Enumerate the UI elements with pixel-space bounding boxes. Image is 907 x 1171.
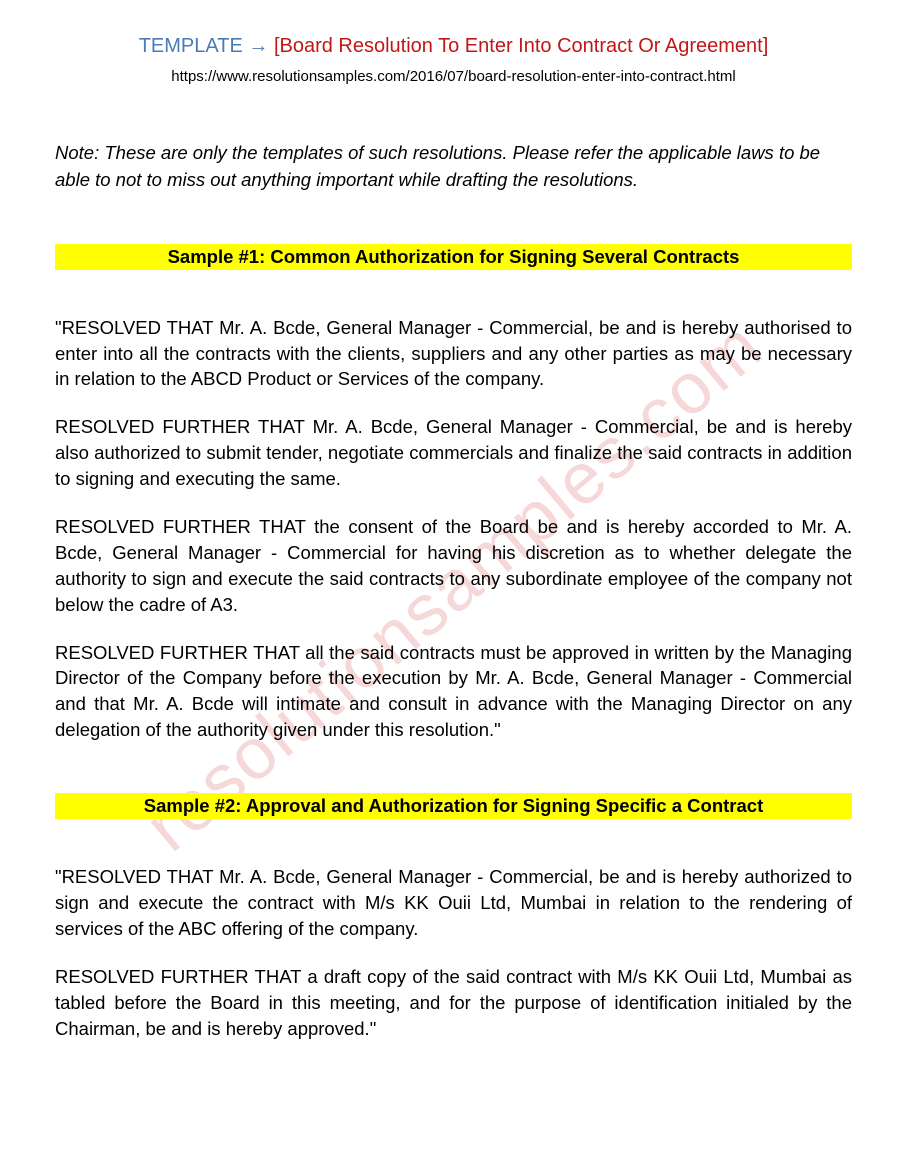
document-title: [Board Resolution To Enter Into Contract… xyxy=(274,35,768,57)
disclaimer-note: Note: These are only the templates of su… xyxy=(55,140,852,194)
sample1-para4: RESOLVED FURTHER THAT all the said contr… xyxy=(55,640,852,744)
sample1-para1: "RESOLVED THAT Mr. A. Bcde, General Mana… xyxy=(55,315,852,393)
sample2-heading: Sample #2: Approval and Authorization fo… xyxy=(55,793,852,819)
arrow-icon: → xyxy=(248,35,268,57)
document-content: TEMPLATE → [Board Resolution To Enter In… xyxy=(0,0,907,1098)
sample1-para2: RESOLVED FURTHER THAT Mr. A. Bcde, Gener… xyxy=(55,414,852,492)
source-url: https://www.resolutionsamples.com/2016/0… xyxy=(55,68,852,85)
header-line: TEMPLATE → [Board Resolution To Enter In… xyxy=(55,35,852,58)
sample1-heading: Sample #1: Common Authorization for Sign… xyxy=(55,244,852,270)
template-label: TEMPLATE xyxy=(139,35,243,57)
sample1-para3: RESOLVED FURTHER THAT the consent of the… xyxy=(55,514,852,618)
sample2-para2: RESOLVED FURTHER THAT a draft copy of th… xyxy=(55,964,852,1042)
sample2-para1: "RESOLVED THAT Mr. A. Bcde, General Mana… xyxy=(55,864,852,942)
